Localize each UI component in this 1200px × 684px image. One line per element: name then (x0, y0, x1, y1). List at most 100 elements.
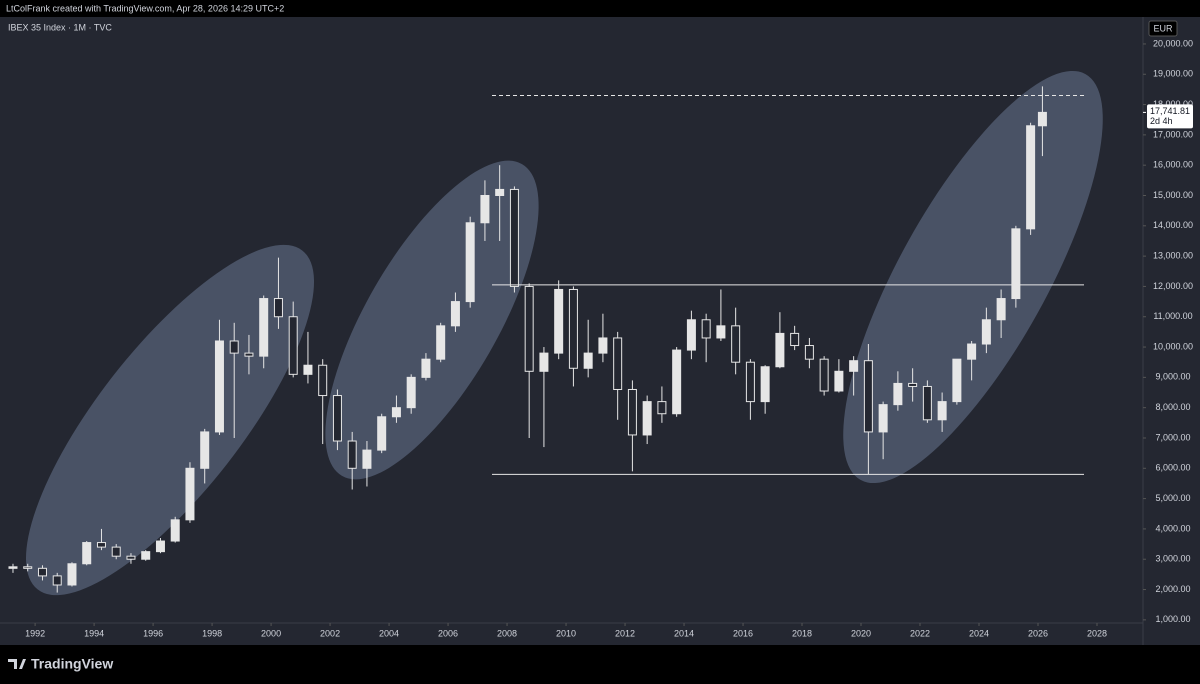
y-tick-label: 12,000.00 (1153, 281, 1193, 291)
last-price-box (1147, 104, 1193, 129)
candle-body (288, 316, 298, 375)
y-tick-label: 3,000.00 (1155, 554, 1190, 564)
y-tick-label: 10,000.00 (1153, 341, 1193, 351)
y-tick-label: 2,000.00 (1155, 584, 1190, 594)
y-tick-label: 13,000.00 (1153, 250, 1193, 260)
candle-body (318, 364, 328, 397)
candle-body (1026, 125, 1036, 230)
candle-body (82, 542, 92, 565)
candle-body (834, 370, 844, 392)
y-tick-label: 18,000.00 (1153, 99, 1193, 109)
x-tick-label: 2014 (674, 628, 694, 638)
candle-body (436, 325, 446, 360)
candle-body (583, 352, 593, 369)
candle-body (908, 382, 918, 387)
candle-body (96, 542, 106, 548)
candle-body (686, 319, 696, 351)
y-tick-label: 11,000.00 (1153, 311, 1192, 321)
candle-body (804, 345, 814, 360)
y-tick-label: 20,000.00 (1153, 38, 1193, 48)
highlight-ellipse (843, 70, 1103, 484)
candle-body (745, 361, 755, 403)
candle-body (1037, 111, 1047, 127)
symbol-title: IBEX 35 Index · 1M · TVC (8, 22, 112, 32)
last-price-label: 17,741.81 (1150, 106, 1190, 116)
candle-body (627, 388, 637, 436)
y-tick-label: 9,000.00 (1155, 372, 1190, 382)
candle-body (937, 401, 947, 421)
candle-body (996, 298, 1006, 321)
candle-body (332, 395, 342, 442)
marks (8, 86, 1047, 593)
candle-body (377, 416, 387, 451)
candle-body (967, 343, 977, 360)
x-tick-label: 2016 (733, 628, 753, 638)
candle-body (775, 332, 785, 368)
candle-body (244, 352, 254, 357)
candle-body (155, 540, 165, 553)
candle-body (509, 188, 519, 287)
candle-body (981, 319, 991, 345)
countdown-label: 2d 4h (1150, 116, 1173, 126)
candle-body (568, 288, 578, 369)
candle-body (362, 449, 372, 469)
candle-body (259, 298, 269, 357)
y-tick-label: 4,000.00 (1155, 523, 1190, 533)
y-tick-label: 7,000.00 (1155, 432, 1190, 442)
logo: TradingView (8, 656, 113, 672)
x-tick-label: 2024 (969, 628, 989, 638)
currency-label: EUR (1153, 23, 1173, 33)
candle-body (347, 440, 357, 469)
x-tick-label: 2002 (320, 628, 340, 638)
candle-body (613, 337, 623, 390)
candle-body (185, 467, 195, 521)
x-tick-label: 1992 (25, 628, 45, 638)
candle-body (67, 563, 77, 586)
x-tick-label: 2006 (438, 628, 458, 638)
candle-body (8, 566, 18, 569)
candle-body (23, 566, 33, 569)
candle-body (200, 431, 210, 469)
candle-body (421, 358, 431, 378)
y-tick-label: 8,000.00 (1155, 402, 1190, 412)
y-tick-label: 14,000.00 (1153, 220, 1193, 230)
candle-body (214, 340, 224, 433)
candle-body (524, 285, 534, 372)
y-tick-label: 19,000.00 (1153, 69, 1193, 79)
candle-body (52, 575, 62, 586)
x-tick-label: 2012 (615, 628, 635, 638)
candle-body (922, 385, 932, 421)
x-tick-label: 2020 (851, 628, 871, 638)
candle-body (878, 404, 888, 433)
candle-body (790, 332, 800, 347)
x-tick-label: 1996 (143, 628, 163, 638)
candle-body (657, 401, 667, 415)
candle-body (170, 519, 180, 542)
candle-body (952, 358, 962, 403)
y-tick-label: 1,000.00 (1155, 614, 1190, 624)
x-tick-label: 2026 (1028, 628, 1048, 638)
candle-body (701, 319, 711, 339)
candle-body (760, 366, 770, 403)
x-tick-label: 2010 (556, 628, 576, 638)
candle-body (480, 194, 490, 224)
logo-icon (8, 659, 26, 669)
x-tick-label: 2018 (792, 628, 812, 638)
candle-body (554, 288, 564, 354)
candle-body (849, 360, 859, 372)
candle-body (450, 301, 460, 327)
y-tick-label: 16,000.00 (1153, 160, 1193, 170)
logo-text: TradingView (31, 656, 113, 672)
candle-body (229, 340, 239, 354)
candle-body (1011, 228, 1021, 300)
candle-body (539, 352, 549, 372)
y-tick-label: 5,000.00 (1155, 493, 1190, 503)
x-tick-label: 1998 (202, 628, 222, 638)
candle-body (495, 188, 505, 196)
candle-body (391, 407, 401, 418)
candle-body (141, 551, 151, 560)
candle-body (126, 555, 136, 560)
currency-box (1148, 20, 1178, 37)
y-tick-label: 15,000.00 (1153, 190, 1193, 200)
